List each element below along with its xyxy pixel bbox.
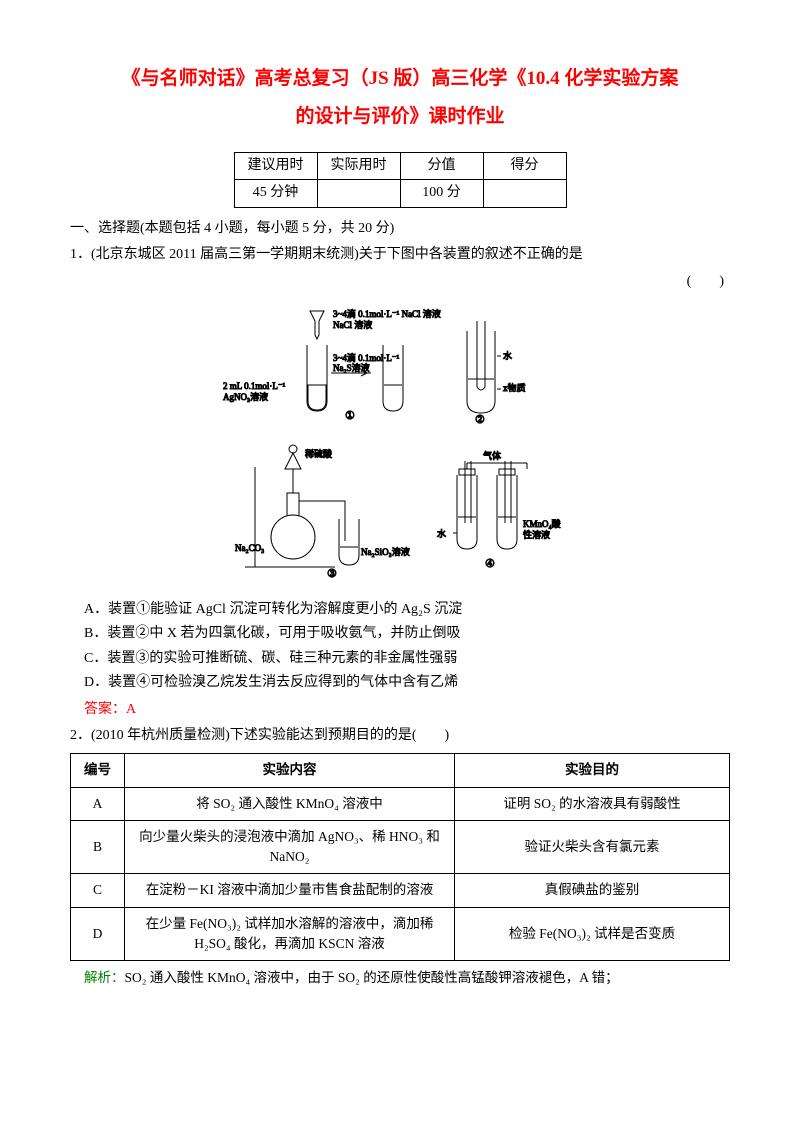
option-c: C．装置③的实验可推断硫、碳、硅三种元素的非金属性强弱	[84, 648, 730, 670]
th-content: 实验内容	[125, 754, 455, 787]
svg-text:2 mL 0.1mol·L⁻¹: 2 mL 0.1mol·L⁻¹	[223, 381, 286, 391]
td-suggested-time: 45 分钟	[234, 180, 317, 207]
q2-stem: 2．(2010 年杭州质量检测)下述实验能达到预期目的的是( )	[70, 725, 730, 747]
th-id: 编号	[71, 754, 125, 787]
experiment-table: 编号 实验内容 实验目的 A 将 SO₂ 通入酸性 KMnO₄ 溶液中 证明 S…	[70, 753, 730, 961]
row-content: 在少量 Fe(NO₃)₂ 试样加水溶解的溶液中，滴加稀 H₂SO₄ 酸化，再滴加…	[125, 907, 455, 961]
analysis-label: 解析：	[84, 970, 125, 985]
q1-figure: 3~4滴 0.1mol·L⁻¹ NaCl 溶液 NaCl 溶液 3~4滴 0.1…	[70, 301, 730, 591]
q2-analysis: 解析：SO₂ 通入酸性 KMnO₄ 溶液中，由于 SO₂ 的还原性使酸性高锰酸钾…	[84, 967, 730, 989]
fig-na2sio3: Na₂SiO₃溶液	[361, 546, 410, 557]
table-row: 45 分钟 100 分	[234, 180, 566, 207]
row-id: A	[71, 787, 125, 820]
svg-text:AgNO₃溶液: AgNO₃溶液	[223, 391, 268, 402]
option-a: A．装置①能验证 AgCl 沉淀可转化为溶解度更小的 Ag₂S 沉淀	[84, 599, 730, 621]
table-row: 建议用时 实际用时 分值 得分	[234, 153, 566, 180]
table-row: D 在少量 Fe(NO₃)₂ 试样加水溶解的溶液中，滴加稀 H₂SO₄ 酸化，再…	[71, 907, 730, 961]
svg-text:NaCl 溶液: NaCl 溶液	[333, 319, 372, 330]
title-line-2: 的设计与评价》课时作业	[295, 106, 504, 127]
svg-text:Na₂S溶液: Na₂S溶液	[333, 362, 370, 373]
row-id: D	[71, 907, 125, 961]
td-actual-time	[317, 180, 400, 207]
table-row: B 向少量火柴头的浸泡液中滴加 AgNO₃、稀 HNO₃ 和 NaNO₂ 验证火…	[71, 820, 730, 874]
row-id: C	[71, 874, 125, 907]
th-actual-time: 实际用时	[317, 153, 400, 180]
row-purpose: 验证火柴头含有氯元素	[455, 820, 730, 874]
option-d: D．装置④可检验溴乙烷发生消去反应得到的气体中含有乙烯	[84, 672, 730, 694]
fig-water3: 水	[437, 528, 446, 539]
fig-dilute-acid: 稀硫酸	[305, 448, 332, 459]
th-score-got: 得分	[483, 153, 566, 180]
q1-answer: 答案：A	[84, 699, 730, 721]
analysis-text: SO₂ 通入酸性 KMnO₄ 溶液中，由于 SO₂ 的还原性使酸性高锰酸钾溶液褪…	[125, 970, 619, 985]
row-content: 在淀粉－KI 溶液中滴加少量市售食盐配制的溶液	[125, 874, 455, 907]
th-purpose: 实验目的	[455, 754, 730, 787]
fig-water2: 水	[503, 350, 512, 361]
fig-circ3: ③	[327, 568, 337, 580]
svg-text:性溶液: 性溶液	[523, 529, 550, 540]
option-b: B．装置②中 X 若为四氯化碳，可用于吸收氨气，并防止倒吸	[84, 623, 730, 645]
svg-text:3~4滴 0.1mol·L⁻¹: 3~4滴 0.1mol·L⁻¹	[333, 352, 400, 363]
table-row: A 将 SO₂ 通入酸性 KMnO₄ 溶液中 证明 SO₂ 的水溶液具有弱酸性	[71, 787, 730, 820]
fig-circ2: ②	[475, 414, 485, 426]
apparatus-diagram: 3~4滴 0.1mol·L⁻¹ NaCl 溶液 NaCl 溶液 3~4滴 0.1…	[215, 301, 585, 591]
fig-circ4: ④	[485, 558, 495, 570]
td-score-got	[483, 180, 566, 207]
table-row: 编号 实验内容 实验目的	[71, 754, 730, 787]
row-content: 将 SO₂ 通入酸性 KMnO₄ 溶液中	[125, 787, 455, 820]
document-page: 《与名师对话》高考总复习（JS 版）高三化学《10.4 化学实验方案 的设计与评…	[0, 0, 800, 1132]
fig-x: x物质	[503, 382, 526, 393]
q1-options: A．装置①能验证 AgCl 沉淀可转化为溶解度更小的 Ag₂S 沉淀 B．装置②…	[70, 599, 730, 695]
fig-gas: 气体	[483, 450, 501, 461]
svg-text:KMnO₄酸: KMnO₄酸	[523, 519, 561, 529]
th-score-total: 分值	[400, 153, 483, 180]
fig-na2co3: Na₂CO₃	[235, 543, 264, 553]
row-purpose: 真假碘盐的鉴别	[455, 874, 730, 907]
row-purpose: 检验 Fe(NO₃)₂ 试样是否变质	[455, 907, 730, 961]
row-content: 向少量火柴头的浸泡液中滴加 AgNO₃、稀 HNO₃ 和 NaNO₂	[125, 820, 455, 874]
table-row: C 在淀粉－KI 溶液中滴加少量市售食盐配制的溶液 真假碘盐的鉴别	[71, 874, 730, 907]
q1-blank: ( )	[70, 271, 730, 293]
td-score-total: 100 分	[400, 180, 483, 207]
fig-circ1: ①	[345, 410, 355, 422]
title-line-1: 《与名师对话》高考总复习（JS 版）高三化学《10.4 化学实验方案	[122, 68, 679, 89]
doc-title: 《与名师对话》高考总复习（JS 版）高三化学《10.4 化学实验方案 的设计与评…	[70, 60, 730, 136]
q1-stem: 1．(北京东城区 2011 届高三第一学期期末统测)关于下图中各装置的叙述不正确…	[70, 244, 730, 266]
section-1-heading: 一、选择题(本题包括 4 小题，每小题 5 分，共 20 分)	[70, 218, 730, 240]
row-id: B	[71, 820, 125, 874]
time-table: 建议用时 实际用时 分值 得分 45 分钟 100 分	[234, 152, 567, 208]
row-purpose: 证明 SO₂ 的水溶液具有弱酸性	[455, 787, 730, 820]
th-suggested-time: 建议用时	[234, 153, 317, 180]
fig-label: 3~4滴 0.1mol·L⁻¹ NaCl 溶液	[333, 308, 441, 319]
